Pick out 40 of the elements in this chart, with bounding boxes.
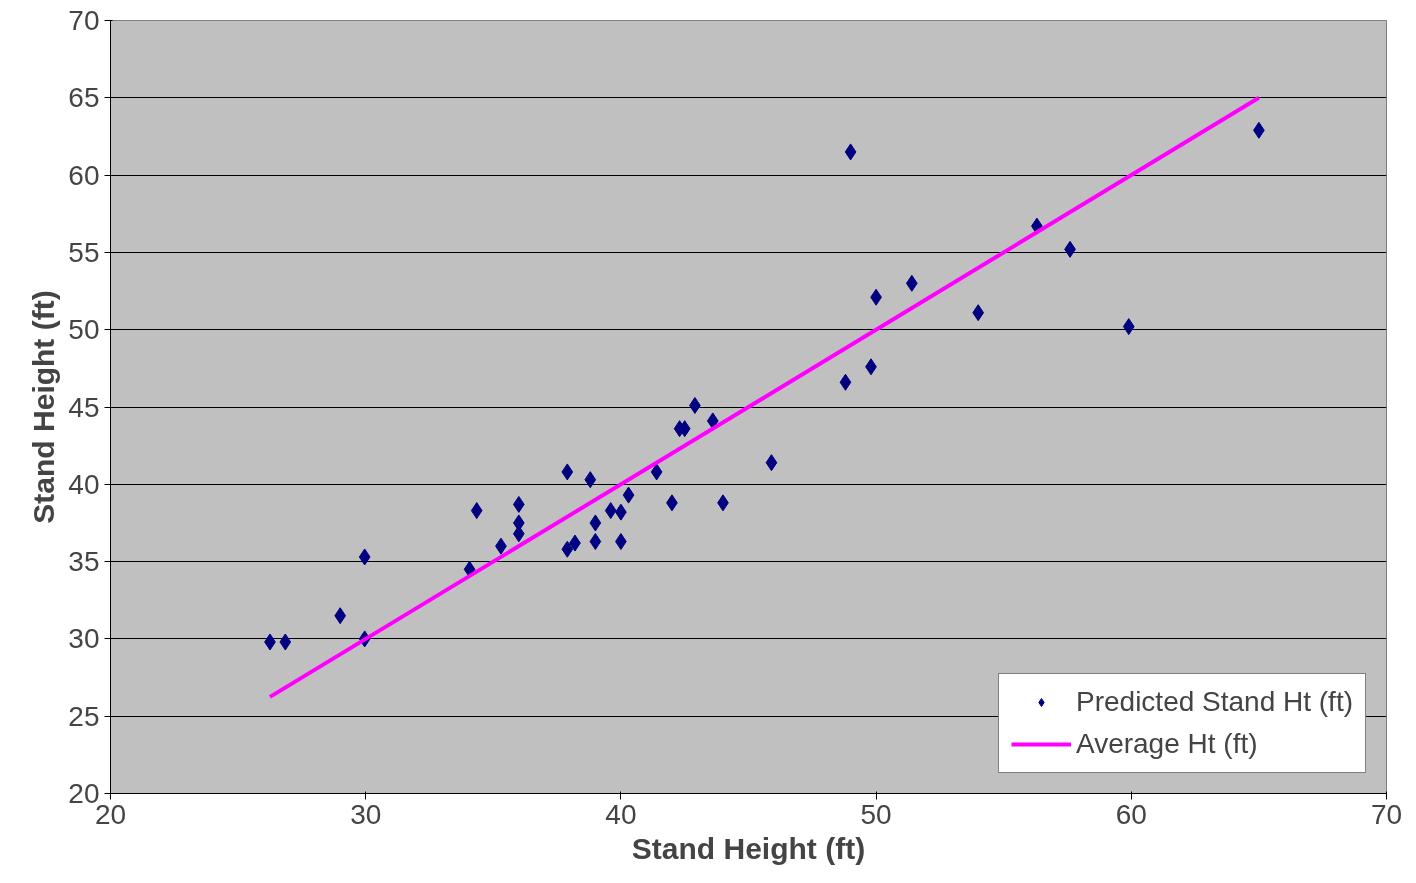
y-tick-label: 45	[68, 391, 100, 423]
point	[972, 304, 985, 322]
legend-label: Average Ht (ft)	[1075, 728, 1258, 760]
point	[512, 495, 525, 513]
y-tick-label: 25	[68, 700, 100, 732]
point	[584, 471, 597, 489]
x-axis-title: Stand Height (ft)	[631, 831, 866, 865]
point	[358, 548, 371, 566]
y-tick-label: 35	[68, 546, 100, 578]
y-tick-label: 30	[68, 623, 100, 655]
point	[1122, 318, 1135, 336]
point	[615, 533, 627, 550]
point	[604, 502, 617, 520]
y-axis-title: Stand Height (ft)	[27, 290, 61, 524]
x-tick-label: 30	[350, 798, 382, 830]
legend-label: Predicted Stand Ht (ft)	[1075, 686, 1353, 718]
x-tick-label: 60	[1115, 798, 1147, 830]
point	[765, 454, 778, 472]
point	[334, 607, 347, 625]
y-tick-label: 50	[68, 314, 100, 346]
y-tick-label: 40	[68, 468, 100, 500]
x-tick-label: 70	[1370, 798, 1403, 830]
point	[561, 540, 574, 558]
point	[905, 274, 918, 292]
point	[279, 633, 292, 651]
point	[622, 486, 635, 504]
point	[589, 533, 602, 550]
point	[561, 463, 574, 481]
x-tick-label: 40	[605, 798, 637, 830]
y-tick-label: 70	[68, 5, 100, 36]
point	[650, 463, 663, 481]
point	[589, 514, 602, 532]
x-tick-label: 50	[860, 798, 892, 830]
point	[839, 373, 852, 391]
point	[706, 412, 719, 430]
point	[844, 143, 857, 161]
point	[470, 502, 483, 520]
y-tick-label: 55	[68, 236, 100, 268]
y-tick-label: 65	[68, 82, 100, 114]
y-tick-label: 60	[68, 159, 100, 191]
